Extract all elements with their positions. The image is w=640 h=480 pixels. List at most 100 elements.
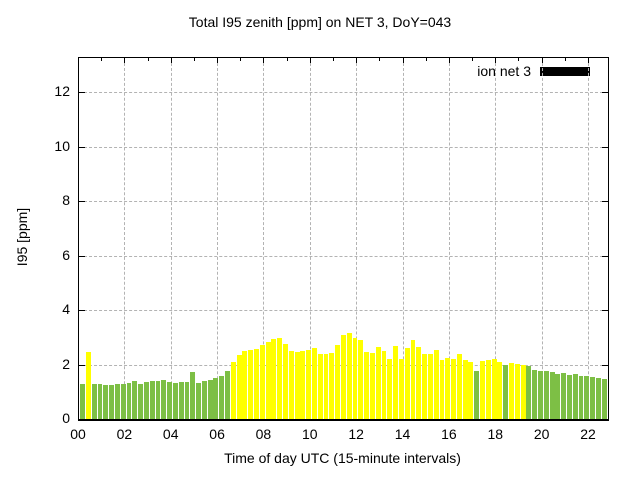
x-tick-label: 14 (394, 426, 411, 442)
bar (190, 372, 196, 419)
chart-title: Total I95 zenith [ppm] on NET 3, DoY=043 (188, 14, 452, 30)
x-gridline (356, 58, 358, 419)
y-tick-mark-left (79, 255, 85, 257)
bar (601, 378, 607, 419)
bar (358, 340, 364, 419)
y-tick-label: 0 (62, 410, 70, 426)
bar (468, 362, 474, 419)
legend-label: ion net 3 (477, 63, 531, 79)
y-tick-label: 6 (62, 246, 70, 263)
x-gridline (541, 58, 543, 419)
bar (439, 360, 445, 419)
bar (120, 384, 126, 419)
bar (578, 376, 584, 419)
bar (375, 347, 381, 419)
bar (543, 371, 549, 419)
bar (323, 353, 329, 419)
bar (196, 382, 201, 419)
y-tick-mark-left (79, 364, 85, 366)
bar (398, 358, 404, 419)
bar (346, 332, 352, 419)
x-tick-label: 22 (580, 426, 596, 442)
bar (306, 349, 312, 419)
x-tick-mark-top (402, 58, 404, 63)
bar (109, 384, 115, 419)
bar (456, 353, 462, 419)
bar (538, 370, 543, 419)
bar (312, 348, 317, 419)
bar (271, 338, 277, 419)
bar (387, 358, 393, 419)
bar (294, 351, 300, 419)
x-tick-mark-top (124, 58, 126, 63)
bar (485, 360, 491, 419)
x-tick-mark-top (518, 58, 520, 61)
bar (149, 381, 155, 419)
y-gridline (79, 201, 608, 203)
bar (329, 353, 335, 419)
bar (132, 381, 138, 419)
plot-area: ion net 3 (78, 57, 609, 421)
x-gridline (309, 58, 311, 419)
bar (259, 344, 265, 419)
x-tick-mark-top (309, 58, 311, 63)
x-gridline (217, 58, 219, 419)
x-tick-mark-top (564, 58, 566, 61)
x-tick-mark-top (448, 58, 450, 63)
y-tick-label: 10 (54, 137, 70, 154)
x-tick-label: 02 (116, 426, 133, 442)
bar (433, 350, 439, 419)
bar (242, 350, 248, 419)
y-tick-label: 2 (62, 355, 70, 372)
bar (277, 338, 283, 419)
bar (254, 348, 259, 419)
bar (416, 347, 422, 419)
x-tick-mark-top (170, 58, 172, 63)
bar (161, 379, 167, 419)
x-gridline (448, 58, 450, 419)
legend-swatch (540, 66, 590, 76)
bar (288, 351, 294, 419)
y-tick-mark-right (602, 146, 608, 148)
bar (427, 353, 433, 419)
x-axis-label: Time of day UTC (15-minute intervals) (224, 450, 461, 466)
bar (462, 360, 468, 419)
bar (178, 382, 184, 419)
x-tick-mark-top (147, 58, 149, 61)
bar (364, 351, 370, 419)
x-tick-mark-top (587, 58, 589, 63)
x-tick-label: 10 (302, 426, 318, 442)
bar (300, 351, 306, 419)
bar (584, 376, 590, 419)
x-tick-mark-top (78, 58, 79, 63)
y-tick-mark-right (602, 255, 608, 257)
x-tick-mark-top (425, 58, 427, 61)
bar (404, 347, 410, 419)
x-tick-mark-top (332, 58, 334, 61)
bar (381, 350, 387, 419)
y-gridline (79, 146, 608, 148)
x-tick-mark-top (495, 58, 497, 63)
x-tick-label: 18 (487, 426, 504, 442)
bar (219, 376, 225, 419)
bar (248, 349, 254, 419)
x-gridline (263, 58, 265, 419)
bar (225, 370, 230, 419)
bar (172, 382, 178, 419)
x-tick-mark-top (217, 58, 219, 63)
bar (532, 369, 538, 419)
bar (393, 345, 399, 419)
y-tick-mark-left (79, 201, 85, 203)
y-tick-mark-right (602, 310, 608, 312)
bar (340, 334, 346, 419)
y-tick-mark-left (79, 146, 85, 148)
x-tick-mark-top (379, 58, 381, 61)
x-tick-label: 04 (162, 426, 179, 442)
bar (590, 377, 596, 419)
bar (207, 379, 213, 419)
y-tick-label: 4 (62, 301, 70, 318)
x-tick-label: 06 (209, 426, 225, 442)
x-gridline (124, 58, 126, 419)
y-gridline (79, 92, 608, 94)
